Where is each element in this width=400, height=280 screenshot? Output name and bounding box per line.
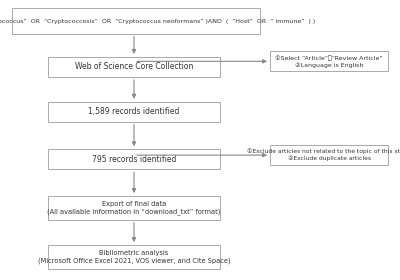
- FancyBboxPatch shape: [12, 8, 260, 34]
- FancyBboxPatch shape: [48, 102, 220, 122]
- Text: TS=( ( “Cryptococcus”  OR  “Cryptococcosis”  OR  “Cryptococcus neoformans” )AND : TS=( ( “Cryptococcus” OR “Cryptococcosis…: [0, 18, 316, 24]
- FancyBboxPatch shape: [270, 145, 388, 165]
- FancyBboxPatch shape: [48, 245, 220, 269]
- FancyBboxPatch shape: [48, 196, 220, 220]
- FancyBboxPatch shape: [48, 57, 220, 77]
- Text: 795 records identified: 795 records identified: [92, 155, 176, 164]
- Text: 1,589 records identified: 1,589 records identified: [88, 107, 180, 116]
- FancyBboxPatch shape: [48, 149, 220, 169]
- Text: Bibliometric analysis
(Microsoft Office Excel 2021, VOS viewer, and Cite Space): Bibliometric analysis (Microsoft Office …: [38, 250, 230, 264]
- Text: Export of final data
(All available information in “download_txt” format): Export of final data (All available info…: [47, 201, 221, 215]
- Text: Web of Science Core Collection: Web of Science Core Collection: [75, 62, 193, 71]
- FancyBboxPatch shape: [270, 51, 388, 71]
- Text: ①Exclude articles not related to the topic of this study
②Exclude duplicate arti: ①Exclude articles not related to the top…: [247, 149, 400, 161]
- Text: ①Select “Article”、“Review Article”
②Language is English: ①Select “Article”、“Review Article” ②Lang…: [275, 55, 383, 67]
